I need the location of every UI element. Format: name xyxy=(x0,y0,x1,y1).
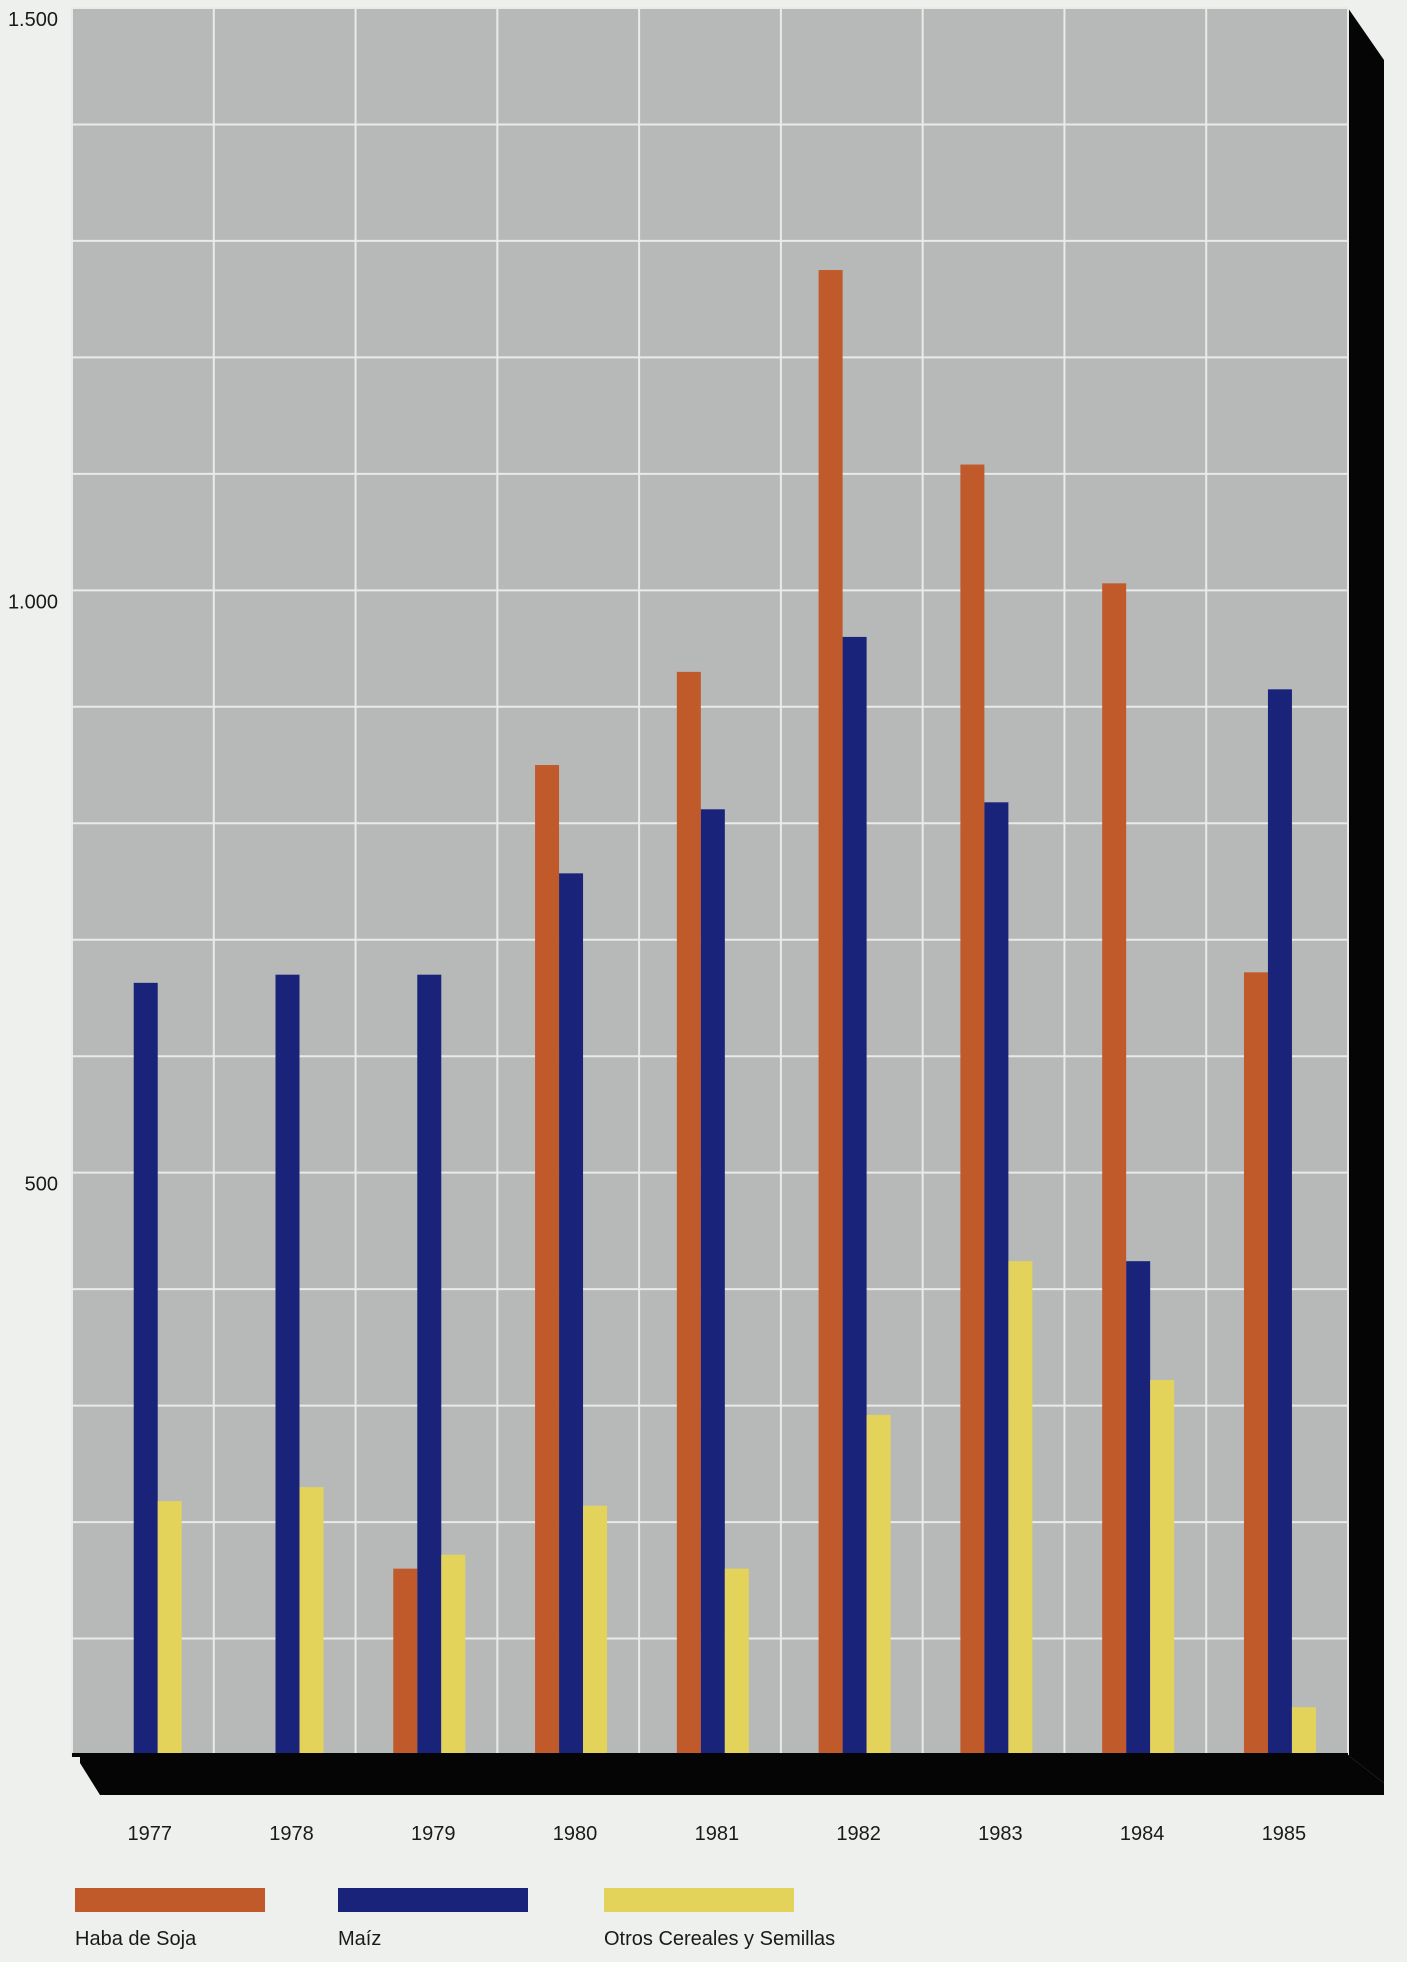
chart-frame xyxy=(72,8,1384,1795)
legend-label-otros: Otros Cereales y Semillas xyxy=(604,1928,836,1950)
bar-soja-1981 xyxy=(676,671,701,1755)
bar-soja-1982 xyxy=(818,270,843,1755)
legend-swatch-maiz xyxy=(338,1888,528,1912)
y-tick-label: 1.500 xyxy=(8,9,58,31)
legend-swatch-otros xyxy=(604,1888,794,1912)
bar-soja-1980 xyxy=(535,765,560,1755)
x-tick-label: 1979 xyxy=(411,1823,456,1845)
y-axis-ticks: 1.500 1.000 500 xyxy=(8,9,58,1196)
x-tick-label: 1982 xyxy=(836,1823,881,1845)
y-tick-label: 500 xyxy=(25,1174,58,1196)
bar-otros-1983 xyxy=(1008,1261,1033,1755)
bar-soja-1984 xyxy=(1102,583,1127,1755)
legend: Haba de Soja Maíz Otros Cereales y Semil… xyxy=(0,1888,1407,1951)
legend-swatch-soja xyxy=(75,1888,265,1912)
bar-otros-1985 xyxy=(1291,1707,1316,1755)
bar-otros-1982 xyxy=(866,1414,891,1755)
x-tick-label: 1978 xyxy=(269,1823,314,1845)
x-tick-label: 1981 xyxy=(695,1823,740,1845)
legend-label-maiz: Maíz xyxy=(338,1928,382,1950)
bars xyxy=(133,270,1316,1756)
bar-otros-1984 xyxy=(1150,1379,1175,1755)
bar-otros-1978 xyxy=(299,1487,324,1755)
bar-soja-1983 xyxy=(960,464,985,1756)
chart-base xyxy=(72,1753,1348,1757)
x-tick-label: 1983 xyxy=(978,1823,1023,1845)
x-tick-label: 1984 xyxy=(1120,1823,1165,1845)
bar-maiz-1981 xyxy=(700,809,725,1755)
x-tick-label: 1977 xyxy=(127,1823,172,1845)
x-tick-label: 1985 xyxy=(1262,1823,1307,1845)
bar-maiz-1985 xyxy=(1267,689,1292,1755)
x-axis-ticks: 1977 1978 1979 1980 1981 1982 1983 1984 1985 xyxy=(127,1823,1306,1845)
bar-otros-1977 xyxy=(157,1501,182,1755)
bar-maiz-1977 xyxy=(133,982,158,1755)
legend-item-soja: Haba de Soja xyxy=(75,1888,265,1951)
x-tick-label: 1980 xyxy=(553,1823,598,1845)
bar-maiz-1980 xyxy=(559,873,584,1755)
bar-soja-1985 xyxy=(1243,972,1268,1755)
bar-soja-1979 xyxy=(393,1568,418,1755)
chart-base-slab xyxy=(80,1755,1384,1795)
bar-maiz-1979 xyxy=(417,974,442,1755)
legend-label-soja: Haba de Soja xyxy=(75,1928,197,1950)
legend-item-otros: Otros Cereales y Semillas xyxy=(604,1888,835,1951)
bar-maiz-1984 xyxy=(1126,1261,1151,1755)
bar-maiz-1978 xyxy=(275,974,300,1755)
bar-maiz-1983 xyxy=(984,802,1009,1755)
bar-otros-1981 xyxy=(724,1568,749,1755)
chart-baseline xyxy=(72,1753,1348,1757)
legend-item-maiz: Maíz xyxy=(338,1888,528,1951)
bar-otros-1979 xyxy=(441,1554,466,1755)
bar-maiz-1982 xyxy=(842,636,867,1756)
chart-side-panel xyxy=(1348,8,1384,1783)
y-tick-label: 1.000 xyxy=(8,591,58,613)
bar-otros-1980 xyxy=(583,1505,608,1755)
